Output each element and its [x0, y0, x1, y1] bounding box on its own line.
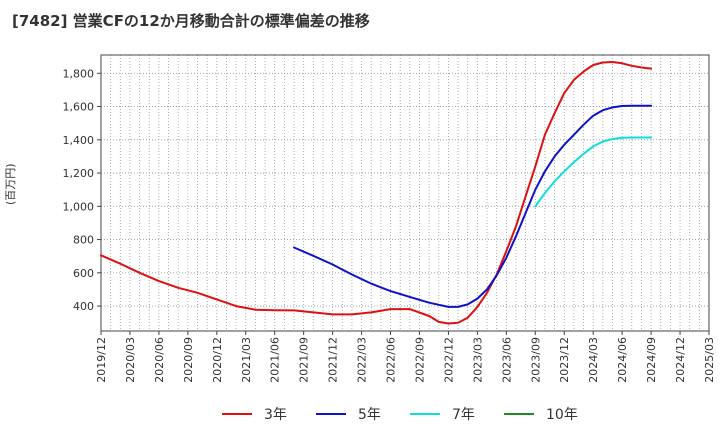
x-axis-ticks: 2019/12 2020/03 2020/06 2020/09 2020/12 2021/… [95, 331, 716, 383]
legend-label-2: 5年 [358, 407, 381, 423]
y-tick-label: 400 [73, 300, 94, 313]
y-tick-label: 800 [73, 234, 94, 247]
x-tick-label: 2022/09 [413, 337, 426, 383]
plot-frame [100, 54, 710, 332]
legend: 3年 5年 7年 10年 [222, 407, 578, 423]
series-line-2 [293, 104, 653, 308]
x-tick-label: 2020/03 [124, 337, 137, 383]
y-tick-label: 600 [73, 267, 94, 280]
y-tick-label: 1,600 [63, 101, 95, 114]
series-line-1 [100, 61, 653, 325]
x-tick-label: 2021/06 [269, 337, 282, 383]
y-axis-ticks: 400 600 800 1,000 1,200 1,400 1,600 1,800 [63, 67, 101, 313]
x-tick-label: 2020/09 [182, 337, 195, 383]
y-tick-label: 1,200 [63, 167, 95, 180]
legend-label-3: 7年 [452, 407, 475, 423]
grid-lines [100, 55, 710, 331]
x-tick-label: 2020/12 [211, 337, 224, 383]
x-tick-label: 2020/06 [153, 337, 166, 383]
y-tick-label: 1,000 [63, 200, 95, 213]
x-tick-label: 2023/12 [558, 337, 571, 383]
y-tick-label: 1,800 [63, 67, 95, 80]
series-lines [100, 61, 653, 325]
series-line-3 [534, 136, 653, 208]
x-tick-label: 2023/06 [500, 337, 513, 383]
x-tick-label: 2019/12 [95, 337, 108, 383]
x-tick-label: 2021/09 [298, 337, 311, 383]
x-tick-label: 2024/12 [674, 337, 687, 383]
x-tick-label: 2024/06 [616, 337, 629, 383]
x-tick-label: 2022/06 [385, 337, 398, 383]
x-tick-label: 2021/03 [240, 337, 253, 383]
y-tick-label: 1,400 [63, 134, 95, 147]
x-tick-label: 2025/03 [703, 337, 716, 383]
legend-label-4: 10年 [546, 407, 578, 423]
legend-label-1: 3年 [264, 407, 287, 423]
chart-title: [7482] 営業CFの12か月移動合計の標準偏差の推移 [12, 12, 370, 30]
x-tick-label: 2022/03 [356, 337, 369, 383]
x-tick-label: 2022/12 [442, 337, 455, 383]
x-tick-label: 2023/03 [471, 337, 484, 383]
x-tick-label: 2024/03 [587, 337, 600, 383]
x-tick-label: 2024/09 [645, 337, 658, 383]
x-tick-label: 2023/09 [529, 337, 542, 383]
x-tick-label: 2021/12 [327, 337, 340, 383]
